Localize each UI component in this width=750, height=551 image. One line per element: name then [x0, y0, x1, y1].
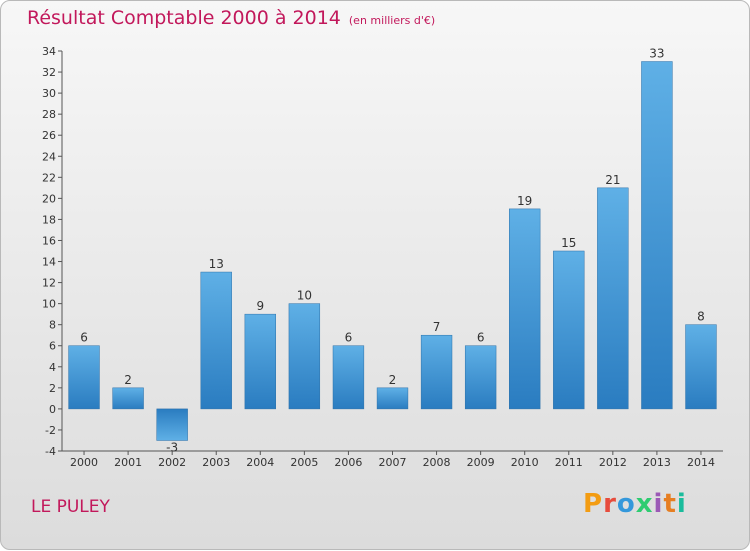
- y-tick-label: 34: [42, 45, 56, 58]
- bar-value-label: 10: [297, 289, 312, 303]
- logo-letter: i: [653, 489, 664, 519]
- x-tick-label: 2008: [423, 456, 451, 469]
- y-tick-label: 28: [42, 108, 56, 121]
- x-tick-label: 2000: [70, 456, 98, 469]
- logo-letter: x: [635, 489, 654, 519]
- chart-bars: 6 2 -3 13 9 10 6 2 7 6 19 15 21 33 8: [68, 47, 717, 454]
- bar: [685, 324, 717, 410]
- bar-value-label: 13: [209, 257, 224, 271]
- bar-value-label: 15: [561, 236, 576, 250]
- y-tick-label: 16: [42, 234, 56, 247]
- title-text: Résultat Comptable 2000 à 2014: [27, 7, 341, 29]
- bar: [376, 387, 409, 410]
- bar: [200, 271, 232, 410]
- x-tick-label: 2003: [202, 456, 230, 469]
- y-tick-label: 8: [49, 319, 56, 332]
- bar-value-label: 9: [256, 299, 264, 313]
- bar-value-label: 6: [477, 331, 485, 345]
- bar-value-label: 2: [389, 373, 397, 387]
- chart-title: Résultat Comptable 2000 à 2014 (en millie…: [27, 7, 435, 29]
- proxiti-logo: Proxiti: [583, 489, 687, 519]
- y-tick-label: 6: [49, 340, 56, 353]
- y-tick-label: 26: [42, 129, 56, 142]
- y-tick-label: 22: [42, 171, 56, 184]
- x-tick-label: 2001: [114, 456, 142, 469]
- x-tick-label: 2013: [643, 456, 671, 469]
- x-tick-label: 2007: [379, 456, 407, 469]
- y-tick-label: 12: [42, 277, 56, 290]
- x-tick-label: 2004: [246, 456, 274, 469]
- y-tick-label: 14: [42, 256, 56, 269]
- x-tick-label: 2002: [158, 456, 186, 469]
- x-tick-label: 2005: [290, 456, 318, 469]
- bar-value-label: 19: [517, 194, 532, 208]
- bar: [553, 250, 585, 410]
- commune-name: LE PULEY: [31, 497, 110, 517]
- logo-letter: i: [676, 489, 687, 519]
- chart-subtitle: (en milliers d'€): [348, 14, 436, 27]
- bar: [288, 303, 321, 410]
- bar-value-label: 6: [345, 331, 353, 345]
- bar-value-label: 8: [697, 310, 705, 324]
- x-tick-label: 2014: [687, 456, 715, 469]
- y-tick-label: 32: [42, 66, 56, 79]
- x-tick-label: 2011: [555, 456, 583, 469]
- y-tick-label: 20: [42, 192, 56, 205]
- y-tick-label: 2: [49, 382, 56, 395]
- bar: [597, 187, 629, 410]
- bar: [641, 61, 673, 410]
- bar: [156, 408, 188, 441]
- logo-letter: P: [583, 489, 604, 519]
- bar-value-label: -3: [166, 440, 178, 454]
- logo-letter: t: [663, 489, 677, 519]
- logo-letter: o: [616, 489, 636, 519]
- y-tick-label: -4: [45, 445, 56, 458]
- bar: [464, 345, 497, 410]
- x-tick-label: 2006: [334, 456, 362, 469]
- y-tick-label: 24: [42, 150, 56, 163]
- logo-letter: r: [603, 489, 617, 519]
- x-tick-label: 2009: [467, 456, 495, 469]
- bar-value-label: 21: [605, 173, 620, 187]
- y-tick-label: 4: [49, 361, 56, 374]
- bar-value-label: 2: [124, 373, 132, 387]
- bar: [420, 334, 453, 410]
- bar: [68, 345, 100, 410]
- bar-value-label: 33: [649, 47, 664, 61]
- y-tick-label: -2: [45, 424, 56, 437]
- x-tick-label: 2010: [511, 456, 539, 469]
- x-tick-label: 2012: [599, 456, 627, 469]
- bar: [509, 208, 541, 410]
- y-tick-label: 10: [42, 298, 56, 311]
- y-tick-label: 18: [42, 213, 56, 226]
- bar: [112, 387, 144, 410]
- y-tick-label: 0: [49, 403, 56, 416]
- y-tick-label: 30: [42, 87, 56, 100]
- bar: [244, 313, 276, 410]
- bar-value-label: 7: [433, 320, 441, 334]
- bar-value-label: 6: [80, 331, 88, 345]
- bar: [332, 345, 365, 410]
